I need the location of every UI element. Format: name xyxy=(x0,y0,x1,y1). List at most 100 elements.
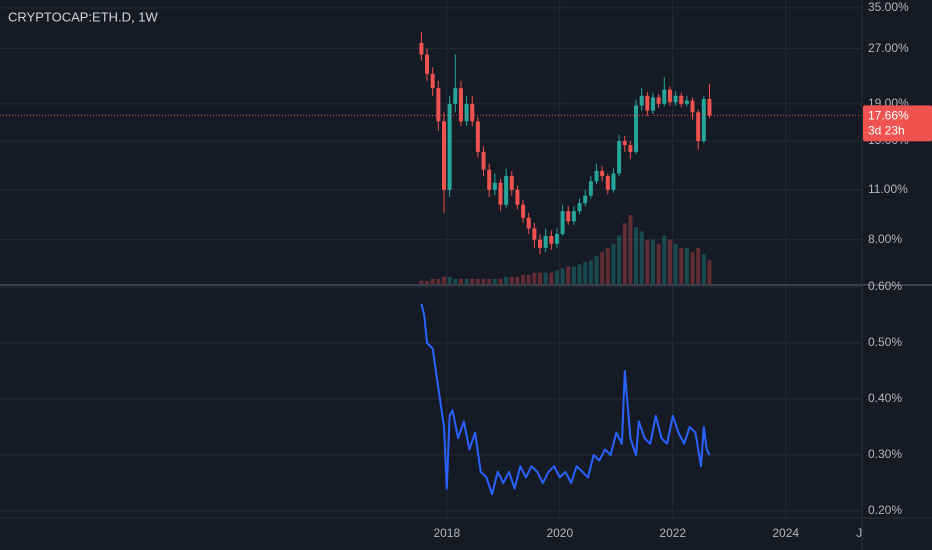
y-tick-label: 0.20% xyxy=(868,503,902,517)
candle-body xyxy=(673,95,678,103)
candle-body xyxy=(481,151,486,170)
volume-bar xyxy=(447,276,452,285)
volume-bar xyxy=(504,276,509,285)
volume-bar xyxy=(441,276,446,285)
volume-bar xyxy=(696,247,701,285)
volume-bar xyxy=(577,264,582,285)
volume-bar xyxy=(526,274,531,285)
volume-bar xyxy=(430,278,435,285)
candle-body xyxy=(430,73,435,89)
candle-body xyxy=(566,211,571,222)
chart-title: CRYPTOCAP:ETH.D, 1W xyxy=(8,9,158,24)
y-tick-label: 11.00% xyxy=(868,182,908,196)
candle-body xyxy=(617,141,622,174)
candle-body xyxy=(475,121,480,152)
volume-bar xyxy=(458,278,463,285)
candle-body xyxy=(425,54,430,74)
indicator-line xyxy=(420,303,711,496)
volume-bar xyxy=(707,260,712,285)
x-tick-label: Jun xyxy=(856,526,875,540)
candle-body xyxy=(622,141,627,146)
candle-body xyxy=(605,176,610,190)
volume-bar xyxy=(611,243,616,285)
volume-bar xyxy=(521,274,526,285)
volume-bar xyxy=(436,278,441,285)
candle-body xyxy=(441,121,446,190)
y-tick-label: 35.00% xyxy=(868,0,909,14)
y-tick-label: 0.60% xyxy=(868,279,902,293)
candle-body xyxy=(538,239,543,248)
volume-bar xyxy=(509,276,514,285)
volume-bar xyxy=(605,247,610,285)
candle-body xyxy=(583,195,588,204)
volume-bar xyxy=(600,252,605,285)
volume-bar xyxy=(498,278,503,285)
candle-body xyxy=(594,170,599,182)
volume-bar xyxy=(571,266,576,285)
volume-bar xyxy=(634,227,639,285)
candle-body xyxy=(667,89,672,103)
candle-body xyxy=(532,228,537,240)
candle-body xyxy=(690,100,695,113)
candle-body xyxy=(464,103,469,122)
last-price-badge xyxy=(863,105,932,142)
y-tick-label: 0.50% xyxy=(868,335,902,349)
volume-bar xyxy=(679,247,684,285)
volume-bar xyxy=(560,268,565,285)
volume-bar xyxy=(583,262,588,285)
volume-bar xyxy=(543,272,548,285)
volume-bar xyxy=(639,231,644,285)
candle-body xyxy=(554,234,559,244)
volume-bar xyxy=(684,247,689,285)
countdown-label: 3d 23h xyxy=(868,124,905,138)
volume-bar xyxy=(538,272,543,285)
volume-bar xyxy=(594,256,599,285)
candle-body xyxy=(543,235,548,248)
volume-bar xyxy=(588,260,593,285)
candle-body xyxy=(588,181,593,196)
candle-body xyxy=(419,42,424,55)
candle-body xyxy=(662,89,667,104)
candle-body xyxy=(600,170,605,177)
volume-bar xyxy=(667,239,672,285)
y-tick-label: 0.40% xyxy=(868,391,902,405)
volume-bar xyxy=(656,243,661,285)
candle-body xyxy=(521,204,526,218)
volume-bar xyxy=(628,215,633,285)
candle-body xyxy=(509,176,514,190)
volume-bar xyxy=(617,235,622,285)
volume-bar xyxy=(481,278,486,285)
volume-bar xyxy=(622,223,627,285)
candle-body xyxy=(628,145,633,152)
candle-body xyxy=(577,203,582,212)
volume-bar xyxy=(470,278,475,285)
x-tick-label: 2020 xyxy=(546,526,573,540)
volume-bar xyxy=(701,254,706,285)
candle-body xyxy=(453,88,458,104)
candle-body xyxy=(447,103,452,190)
volume-bar xyxy=(475,278,480,285)
candle-body xyxy=(458,88,463,122)
candle-body xyxy=(634,105,639,152)
candle-body xyxy=(656,97,661,104)
volume-bar xyxy=(515,276,520,285)
candle-body xyxy=(526,217,531,229)
candle-body xyxy=(707,98,712,116)
y-tick-label: 27.00% xyxy=(868,41,909,55)
volume-bar xyxy=(464,278,469,285)
candle-body xyxy=(470,103,475,122)
volume-bar xyxy=(554,270,559,285)
candle-body xyxy=(487,169,492,190)
candle-body xyxy=(684,100,689,104)
candle-body xyxy=(645,95,650,111)
candle-body xyxy=(696,112,701,142)
x-tick-label: 2018 xyxy=(433,526,460,540)
candle-body xyxy=(560,211,565,235)
volume-bar xyxy=(673,243,678,285)
candle-body xyxy=(571,211,576,222)
candle-body xyxy=(504,176,509,205)
volume-bar xyxy=(532,272,537,285)
candle-body xyxy=(515,189,520,205)
candle-body xyxy=(611,173,616,190)
